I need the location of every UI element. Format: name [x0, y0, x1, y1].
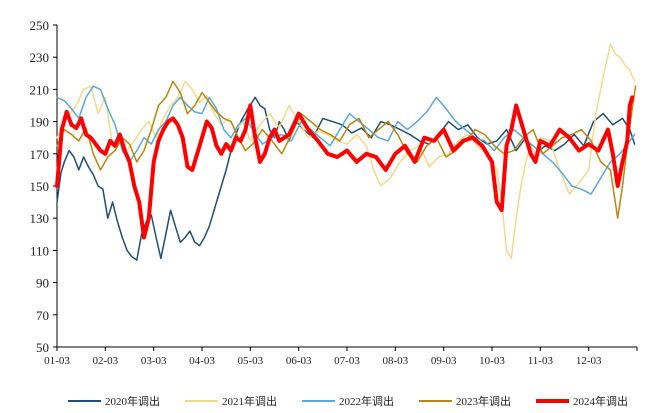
y-tick-label: 130 [30, 211, 50, 226]
series-lines [55, 43, 637, 261]
legend-item: 2022年调出 [302, 394, 394, 408]
y-tick-label: 190 [30, 115, 50, 130]
y-tick-label: 50 [36, 340, 49, 355]
x-tick-label: 09-03 [431, 355, 457, 367]
x-tick-label: 06-03 [286, 355, 312, 367]
legend-item: 2020年调出 [68, 394, 160, 408]
series-line-5 [55, 95, 635, 240]
legend-label: 2023年调出 [456, 394, 511, 408]
y-axis: 50 70 90 110 130 150 170 190 210 230 250 [30, 18, 58, 355]
x-tick-label: 12-03 [576, 355, 602, 367]
x-tick-label: 01-03 [44, 355, 70, 367]
legend-label: 2024年调出 [573, 394, 628, 408]
x-tick-label: 11-03 [528, 355, 554, 367]
y-tick-label: 110 [30, 243, 49, 258]
x-tick-label: 05-03 [237, 355, 263, 367]
x-tick-label: 08-03 [382, 355, 408, 367]
series-line-4 [56, 80, 637, 219]
x-tick-label: 02-03 [92, 355, 118, 367]
y-tick-label: 150 [30, 179, 50, 194]
legend-item: 2021年调出 [185, 394, 277, 408]
y-tick-label: 230 [30, 50, 50, 65]
legend-label: 2020年调出 [105, 394, 160, 408]
x-tick-label: 04-03 [189, 355, 215, 367]
series-line-3 [56, 85, 636, 195]
x-tick-label: 10-03 [479, 355, 505, 367]
y-tick-label: 90 [36, 276, 49, 291]
x-tick-label: 07-03 [334, 355, 360, 367]
legend-label: 2021年调出 [222, 394, 277, 408]
y-tick-label: 250 [30, 18, 50, 33]
series-line-2 [56, 43, 636, 260]
series-line-1 [56, 96, 636, 261]
x-tick-label: 03-03 [141, 355, 167, 367]
y-tick-label: 170 [30, 147, 50, 162]
legend-label: 2022年调出 [339, 394, 394, 408]
legend: 2020年调出 2021年调出 2022年调出 2023年调出 2024年调出 [68, 394, 628, 408]
legend-item: 2023年调出 [419, 394, 511, 408]
y-tick-label: 70 [36, 308, 49, 323]
legend-item: 2024年调出 [536, 394, 628, 408]
y-tick-label: 210 [30, 82, 50, 97]
x-axis: 01-03 02-03 03-03 04-03 05-03 06-03 07-03 08-03… [44, 346, 638, 367]
